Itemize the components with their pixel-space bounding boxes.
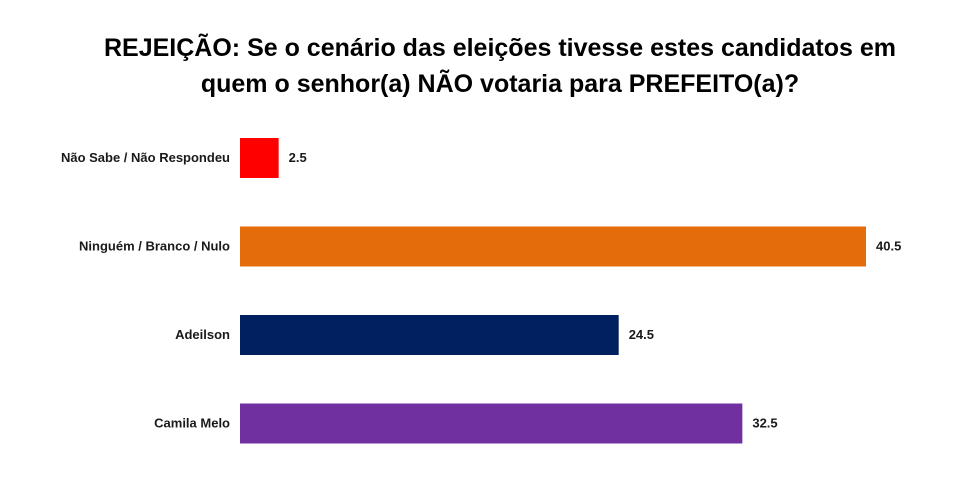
- value-label: 32.5: [752, 416, 777, 431]
- bar: [240, 403, 743, 444]
- category-label: Camila Melo: [154, 416, 230, 431]
- bar: [240, 138, 279, 178]
- category-label: Ninguém / Branco / Nulo: [79, 239, 230, 254]
- bar: [240, 315, 619, 355]
- category-label: Não Sabe / Não Respondeu: [61, 150, 230, 165]
- value-label: 2.5: [289, 150, 307, 165]
- chart-title: REJEIÇÃO: Se o cenário das eleições tive…: [103, 34, 897, 98]
- value-label: 40.5: [876, 239, 901, 254]
- value-label: 24.5: [629, 327, 654, 342]
- category-label: Adeilson: [175, 327, 230, 342]
- bar: [240, 226, 866, 267]
